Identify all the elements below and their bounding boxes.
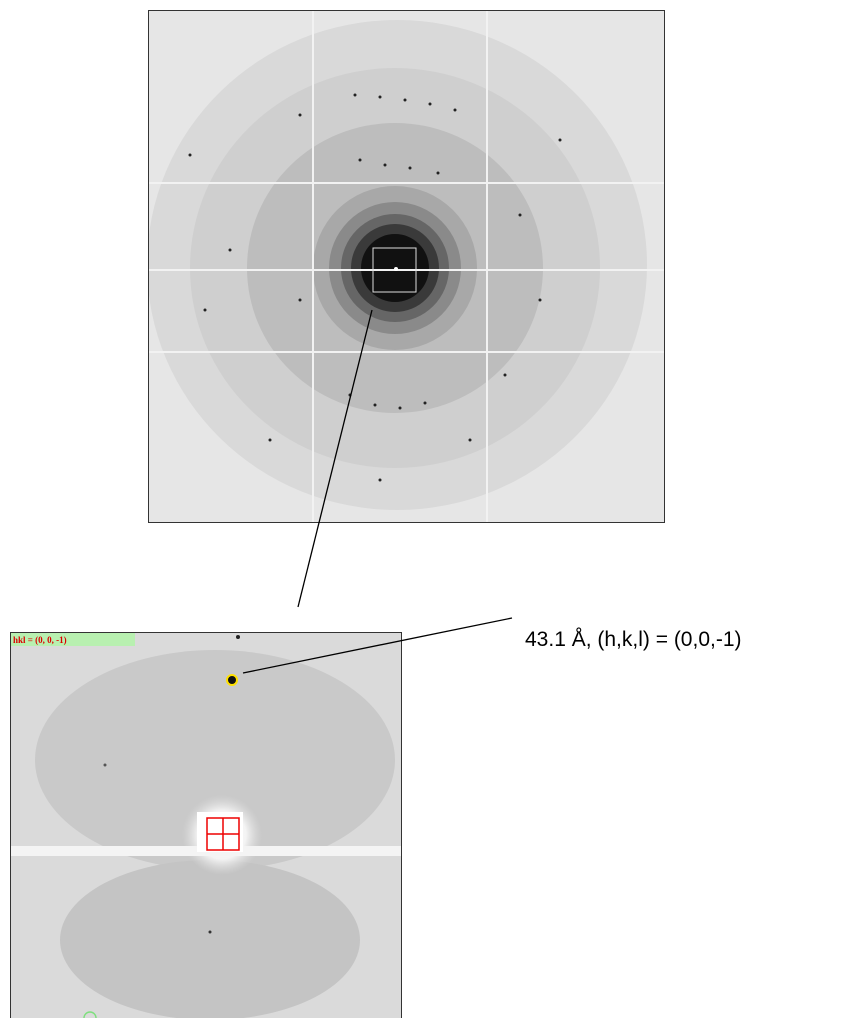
inset-label: hkl = (0, 0, -1) — [13, 635, 67, 645]
annotation: 43.1 Å, (h,k,l) = (0,0,-1) — [525, 628, 742, 651]
inset-image — [10, 632, 402, 1018]
figure: hkl = (0, 0, -1) 43.1 Å, (h,k,l) = (0,0,… — [0, 0, 849, 1018]
diffraction-image — [147, 10, 665, 523]
